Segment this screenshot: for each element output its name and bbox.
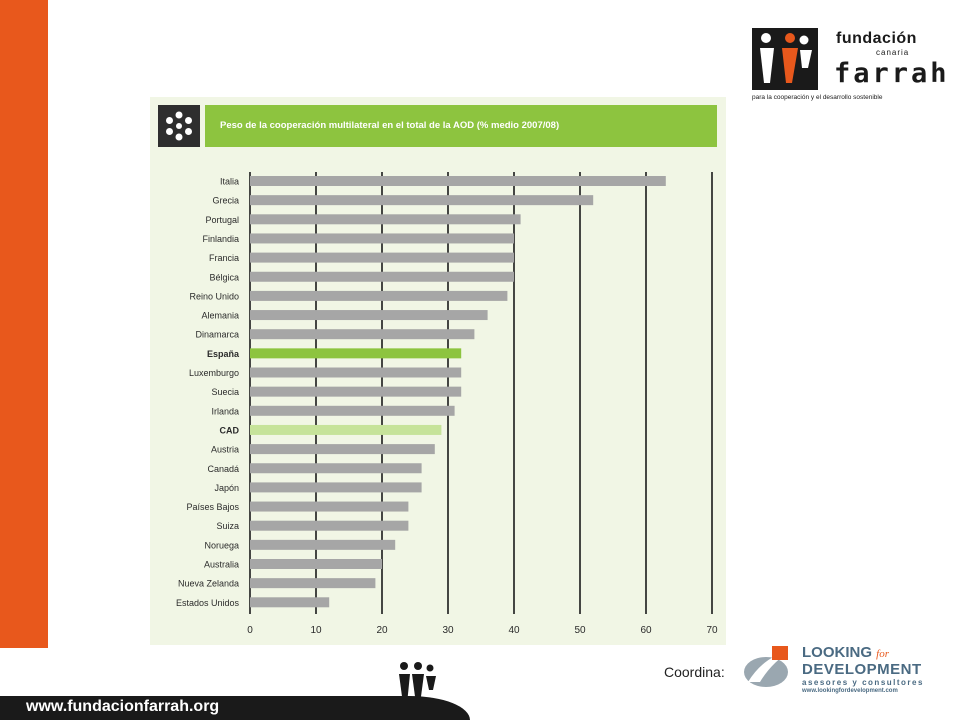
lfd-line4: www.lookingfordevelopment.com [802,688,898,694]
bar [250,424,442,435]
x-tick-label: 60 [640,625,652,636]
category-label: Canadá [207,464,239,474]
category-label: Irlanda [211,406,239,416]
category-label: Alemania [201,311,239,321]
category-label: Suecia [211,387,239,397]
x-tick-label: 20 [376,625,388,636]
chart-title: Peso de la cooperación multilateral en e… [220,120,560,131]
category-label: Suiza [216,521,239,531]
category-label: Estados Unidos [176,598,240,608]
swoosh-icon [742,646,794,690]
bar [250,233,514,244]
bar [250,539,396,550]
bar [250,367,462,378]
x-tick-label: 70 [706,625,718,636]
category-label: Luxemburgo [189,368,239,378]
category-label: Noruega [204,540,239,550]
farrah-logo: fundación canaria farrah para la coopera… [752,26,947,104]
asterisk-icon [158,105,200,147]
category-label: Francia [209,253,239,263]
bar [250,444,435,455]
farrah-logo-tagline: para la cooperación y el desarrollo sost… [752,94,883,101]
bar [250,578,376,589]
bar [250,214,521,225]
x-tick-label: 50 [574,625,586,636]
farrah-logo-line3: farrah [834,58,950,89]
left-accent-bar [0,0,48,648]
farrah-logo-line2: canaria [876,48,910,57]
category-label: Grecia [212,196,239,206]
category-label: Italia [220,177,239,187]
bar [250,520,409,531]
category-label: Bélgica [209,272,239,282]
footer-url[interactable]: www.fundacionfarrah.org [26,698,220,715]
bar [250,176,666,186]
category-label: CAD [220,425,240,435]
category-label: Nueva Zelanda [178,579,239,589]
looking-for-development-logo: LOOKING for DEVELOPMENT asesores y consu… [742,640,932,700]
category-label: Portugal [205,215,239,225]
category-label: Australia [204,560,239,570]
bar [250,271,514,282]
category-label: Reino Unido [189,291,239,301]
chart-panel: Peso de la cooperación multilateral en e… [150,97,726,645]
coordina-label: Coordina: [664,664,725,680]
bar [250,348,462,359]
category-label: Dinamarca [195,330,239,340]
x-tick-label: 30 [442,625,454,636]
bar [250,329,475,340]
bar [250,463,422,474]
category-label: Finlandia [202,234,239,244]
x-tick-label: 0 [247,625,253,636]
lfd-line1: LOOKING for [802,644,890,661]
x-tick-label: 40 [508,625,520,636]
farrah-figures-icon [752,28,818,90]
footer-band [0,696,470,720]
lfd-line2: DEVELOPMENT [802,661,922,678]
bar [250,310,488,321]
category-label: España [207,349,240,359]
bar [250,252,514,263]
farrah-logo-line1: fundación [836,30,917,47]
bar [250,290,508,301]
category-label: Países Bajos [186,502,239,512]
bar [250,195,594,206]
bar [250,405,455,416]
lfd-line3: asesores y consultores [802,678,924,687]
bar [250,597,330,608]
category-label: Austria [211,445,239,455]
bar [250,501,409,512]
bar [250,386,462,397]
chart-header-bar: Peso de la cooperación multilateral en e… [205,105,717,147]
category-label: Japón [214,483,239,493]
bar [250,482,422,493]
x-tick-label: 10 [310,625,322,636]
bar-chart: Italia Grecia Portugal Finlandia Francia Bélg… [176,172,718,636]
bar [250,559,382,569]
farrah-small-figures-icon [396,660,444,708]
